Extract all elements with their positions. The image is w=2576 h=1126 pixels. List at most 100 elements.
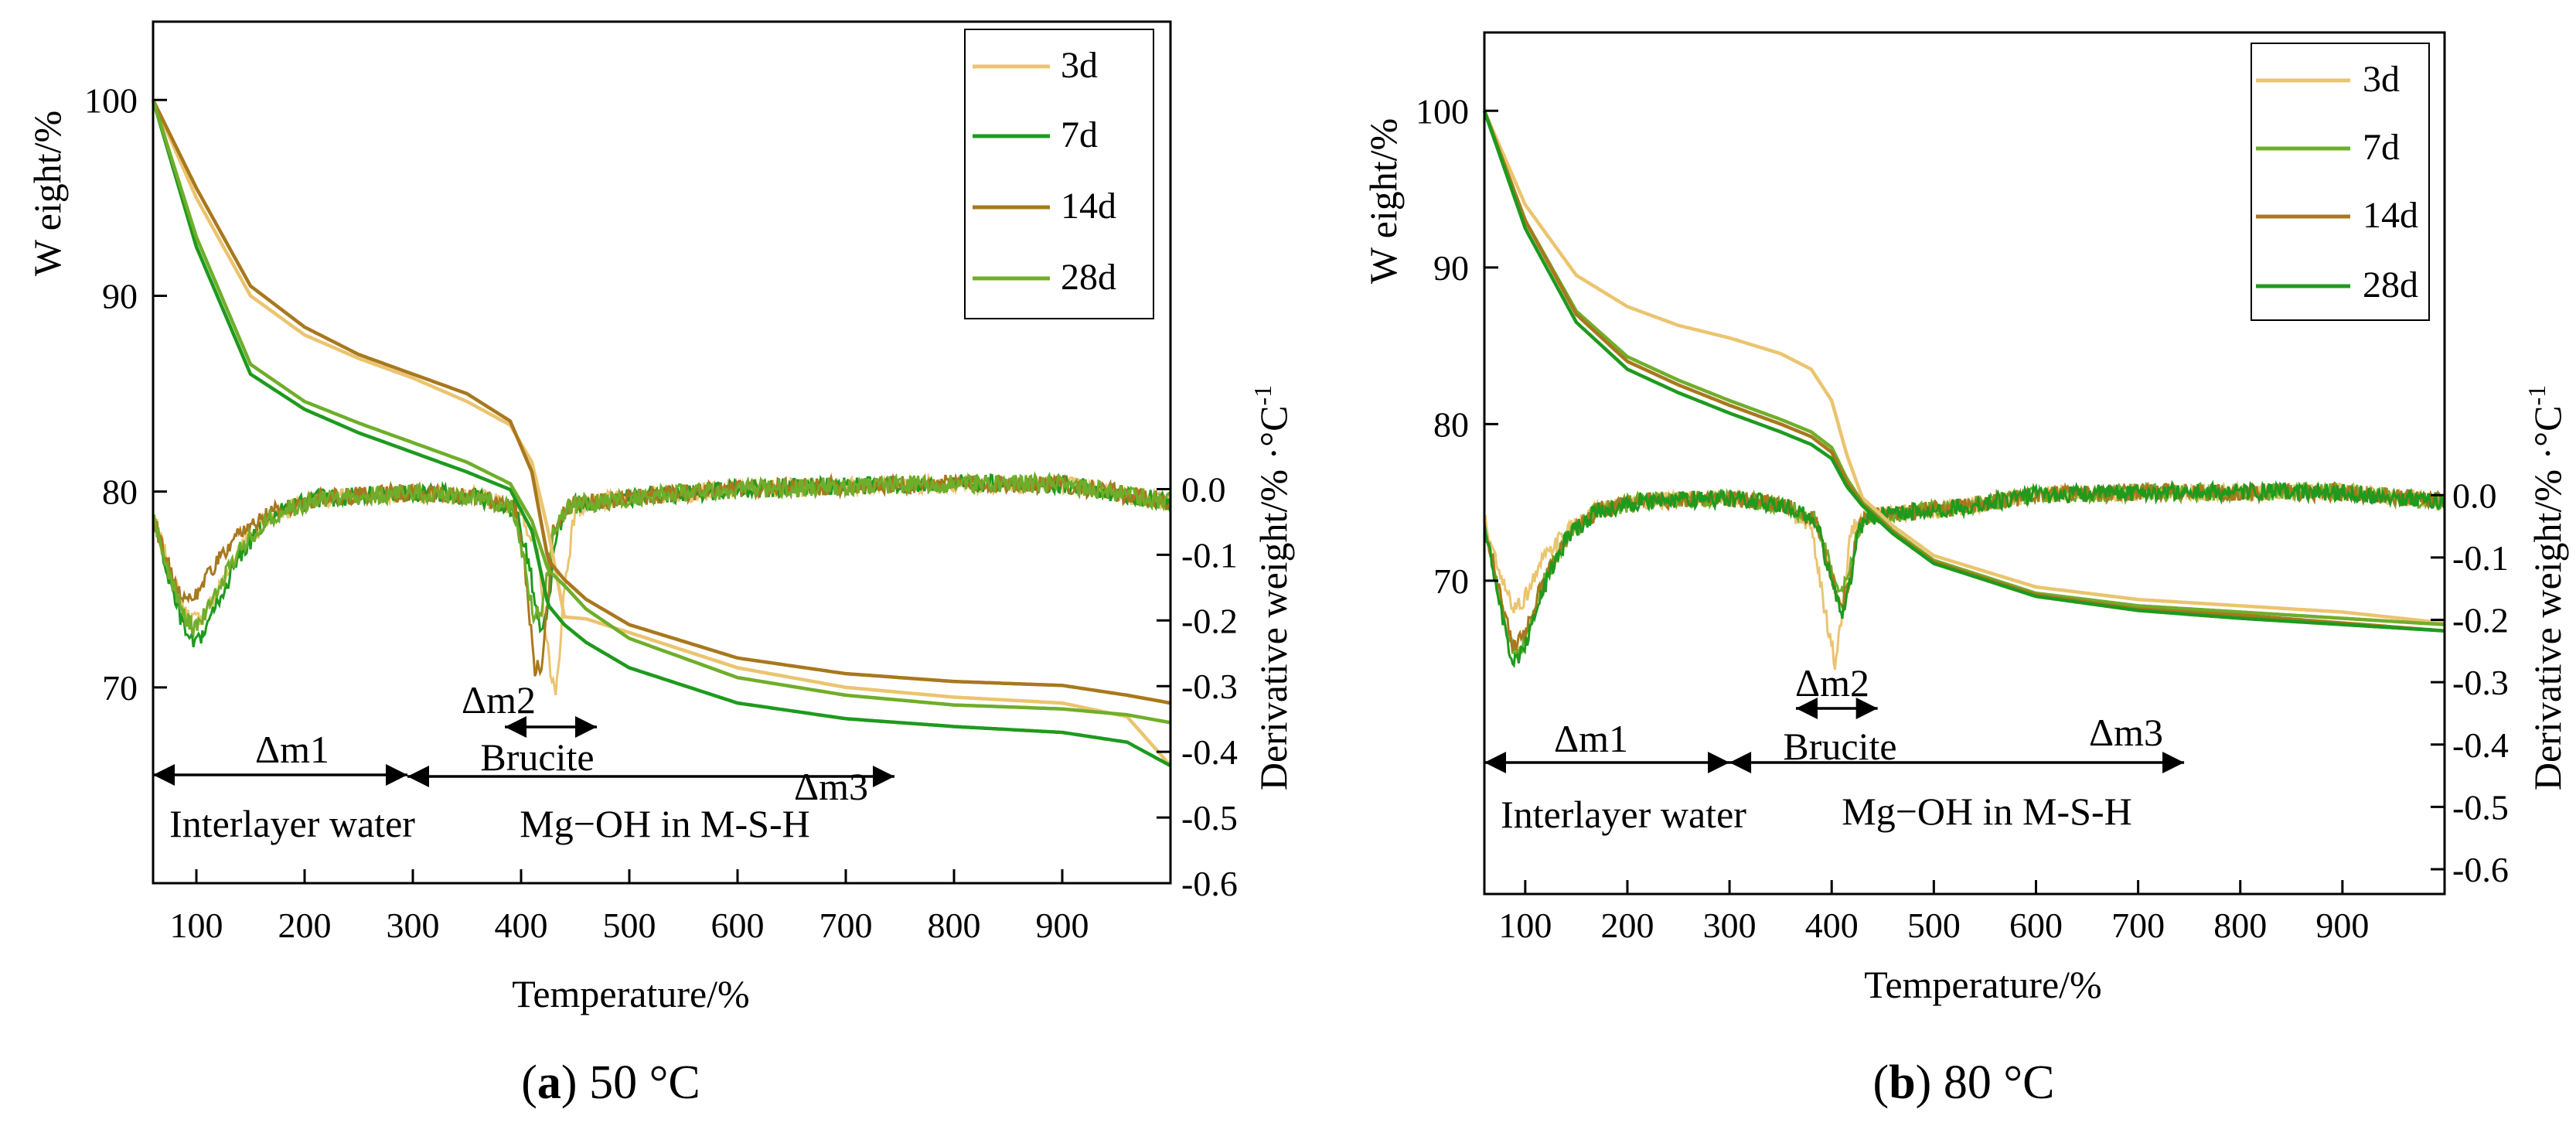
panel-a-legend: 3d 7d 14d 28d xyxy=(964,29,1154,319)
panel-b-dm2-arrow xyxy=(1795,698,1878,719)
panel-a-wtick-label-80: 80 xyxy=(102,473,138,512)
panel-a-series xyxy=(151,99,1172,768)
panel-b-dm3-arrow xyxy=(1729,752,2185,773)
panel-a-xtick-label-800: 800 xyxy=(928,906,981,945)
panel-a-caption-text: ) 50 °C xyxy=(561,1056,700,1109)
panel-a-wtick-label-70: 70 xyxy=(102,668,138,708)
panel-a-interlayer: Interlayer water xyxy=(169,802,415,845)
panel-a-dtick-label--0.6: -0.6 xyxy=(1181,864,1238,903)
panel-a-xtick-label-400: 400 xyxy=(495,906,548,945)
panel-a-weight-line-28d xyxy=(151,99,1171,725)
panel-a-xtick-label-700: 700 xyxy=(819,906,873,945)
panel-b-legend-label-7d: 7d xyxy=(2363,127,2400,168)
panel-a-dtick-label--0.1: -0.1 xyxy=(1181,535,1238,575)
panel-a-y-right-label-sup: -1 xyxy=(1249,385,1276,406)
panel-a-xtick-label-500: 500 xyxy=(603,906,656,945)
panel-b-legend: 3d 7d 14d 28d xyxy=(2251,43,2430,321)
panel-a-plot-frame xyxy=(152,20,1172,885)
panel-a-dtick-label--0.4: -0.4 xyxy=(1181,732,1238,772)
panel-b-wtick-label-90: 90 xyxy=(1433,248,1469,288)
panel-b-dm2: Δm2 xyxy=(1795,661,1869,705)
panel-b-xtick-label-100: 100 xyxy=(1498,906,1552,945)
panel-a-xtick-label-600: 600 xyxy=(711,906,765,945)
panel-b-legend-label-14d: 14d xyxy=(2363,195,2418,236)
panel-b-xtick-label-600: 600 xyxy=(2009,906,2063,945)
panel-a-dtick-label-0.0: 0.0 xyxy=(1181,469,1226,509)
panel-b-plot-frame xyxy=(1483,31,2446,896)
panel-a-weight-line-14d xyxy=(151,99,1171,705)
panel-b-annotations: Δm1 Δm2 Δm3 Brucite Interlayer water Mg−… xyxy=(1501,661,2163,836)
panel-b-legend-box xyxy=(2251,43,2430,321)
panel-b-dtick-label--0.1: -0.1 xyxy=(2452,538,2509,578)
panel-b-xtick-label-900: 900 xyxy=(2315,906,2369,945)
panel-a-legend-label-28d: 28d xyxy=(1061,257,1116,298)
panel-b-dtick-label--0.2: -0.2 xyxy=(2452,601,2509,640)
panel-b-caption: (b) 80 °C xyxy=(1873,1056,2055,1109)
panel-b: W eight/% Derivative weight/% ·°C-1 Temp… xyxy=(1361,31,2569,1109)
panel-a-deriv-line-28d xyxy=(152,471,1171,638)
panel-b-caption-letter: b xyxy=(1889,1056,1915,1109)
panel-a-brucite: Brucite xyxy=(480,735,594,779)
panel-a-weight-line-7d xyxy=(151,99,1172,768)
panel-a-legend-label-3d: 3d xyxy=(1061,45,1098,86)
panel-a-x-label: Temperature/% xyxy=(512,972,749,1015)
panel-a-dtick-label--0.3: -0.3 xyxy=(1181,667,1238,706)
panel-a-caption: (a) 50 °C xyxy=(521,1056,700,1109)
panel-a-xtick-label-300: 300 xyxy=(387,906,440,945)
panel-a-dm3-arrow xyxy=(407,766,894,787)
panel-a-mgoh: Mg−OH in M-S-H xyxy=(520,802,809,845)
panel-a-dm2: Δm2 xyxy=(462,678,536,722)
panel-a-xtick-label-100: 100 xyxy=(170,906,223,945)
panel-b-dm1: Δm1 xyxy=(1554,717,1628,760)
panel-b-y-left-label: W eight/% xyxy=(1361,118,1405,284)
panel-a-legend-label-14d: 14d xyxy=(1061,186,1116,227)
panel-b-wtick-label-100: 100 xyxy=(1416,91,1469,131)
panel-a-weight-line-3d xyxy=(151,99,1172,767)
panel-a-wtick-label-100: 100 xyxy=(84,80,138,120)
panel-b-xtick-label-700: 700 xyxy=(2111,906,2165,945)
panel-a-dm3: Δm3 xyxy=(794,765,868,808)
panel-b-xtick-label-300: 300 xyxy=(1703,906,1757,945)
panel-a-dm2-arrow xyxy=(505,716,597,738)
panel-b-dm1-arrow xyxy=(1484,752,1730,773)
panel-b-caption-text: ) 80 °C xyxy=(1916,1056,2055,1109)
panel-a-wtick-label-90: 90 xyxy=(102,276,138,316)
panel-b-y-right-label-main: Derivative weight/% ·°C xyxy=(2526,406,2569,791)
panel-b-interlayer: Interlayer water xyxy=(1501,793,1746,836)
panel-a-y-right-label: Derivative weight/% ·°C-1 xyxy=(1249,385,1295,790)
panel-b-weight-line-28d xyxy=(1482,110,2445,633)
panel-a-legend-box xyxy=(964,29,1154,319)
panel-a-legend-label-7d: 7d xyxy=(1061,114,1098,155)
panel-a-y-right-label-main: Derivative weight/% ·°C xyxy=(1252,406,1295,791)
panel-b-deriv-line-28d xyxy=(1483,479,2445,668)
panel-a-xtick-label-900: 900 xyxy=(1036,906,1089,945)
panel-a: W eight/% Derivative weight/% ·°C-1 Temp… xyxy=(26,20,1295,1109)
panel-b-dtick-label--0.6: -0.6 xyxy=(2452,850,2509,889)
panel-b-wtick-label-80: 80 xyxy=(1433,404,1469,444)
panel-b-y-right-label-sup: -1 xyxy=(2523,385,2550,406)
panel-a-y-left-label: W eight/% xyxy=(26,111,69,276)
panel-b-brucite: Brucite xyxy=(1783,725,1896,768)
panel-b-dtick-label--0.5: -0.5 xyxy=(2452,787,2509,827)
panel-b-dm3: Δm3 xyxy=(2089,711,2163,754)
panel-b-mgoh: Mg−OH in M-S-H xyxy=(1842,790,2131,833)
panel-b-y-right-label: Derivative weight/% ·°C-1 xyxy=(2523,385,2569,790)
panel-b-dtick-label-0.0: 0.0 xyxy=(2452,476,2497,515)
panel-b-dtick-label--0.3: -0.3 xyxy=(2452,663,2509,702)
panel-b-legend-label-28d: 28d xyxy=(2363,264,2418,305)
panel-b-dtick-label--0.4: -0.4 xyxy=(2452,725,2509,765)
panel-b-xtick-label-400: 400 xyxy=(1805,906,1859,945)
panel-a-dtick-label--0.2: -0.2 xyxy=(1181,601,1238,640)
panel-b-xtick-label-800: 800 xyxy=(2213,906,2267,945)
panel-a-dtick-label--0.5: -0.5 xyxy=(1181,798,1238,838)
panel-b-x-label: Temperature/% xyxy=(1864,963,2101,1006)
panel-a-xtick-label-200: 200 xyxy=(278,906,332,945)
panel-b-xtick-label-500: 500 xyxy=(1907,906,1961,945)
panel-b-series xyxy=(1482,110,2445,670)
panel-a-dm1-arrow xyxy=(153,764,407,786)
panel-a-dm1: Δm1 xyxy=(255,728,329,771)
panel-b-xtick-label-200: 200 xyxy=(1600,906,1654,945)
panel-a-annotations: Δm1 Δm2 Δm3 Brucite Interlayer water Mg−… xyxy=(169,678,868,845)
panel-a-caption-letter: a xyxy=(537,1056,561,1109)
